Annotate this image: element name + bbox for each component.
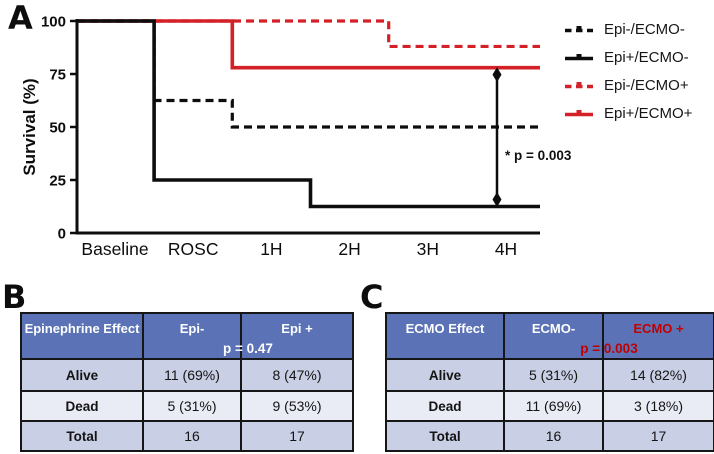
y-tick-label: 50	[49, 120, 66, 137]
ecmo-effect-table: ECMO Effect ECMO- ECMO + Alive 5 (31%) 1…	[385, 312, 714, 452]
survival-curve-Epi+/ECMO+	[77, 19, 540, 70]
dashed-black-line-icon	[565, 25, 593, 32]
diamond-arrowhead-icon	[492, 192, 502, 207]
y-tick-label: 25	[49, 173, 66, 190]
x-tick-label: 4H	[495, 239, 517, 259]
survival-curve-Epi-/ECMO+	[77, 19, 540, 49]
x-tick-label: ROSC	[168, 239, 219, 259]
table-cell: 11 (69%)	[144, 360, 242, 392]
table-header-epinephrine-effect: Epinephrine Effect	[22, 314, 144, 360]
x-tick-label: Baseline	[81, 239, 148, 259]
table-cell: 17	[242, 422, 352, 450]
table-cell: 14 (82%)	[604, 360, 713, 392]
panel-c-label: C	[360, 278, 384, 316]
table-header-epi-plus: Epi +	[242, 314, 352, 360]
table-cell: 5 (31%)	[144, 392, 242, 422]
panel-b-label: B	[2, 278, 27, 316]
solid-red-line-icon	[565, 109, 593, 116]
row-label-dead: Dead	[22, 392, 144, 422]
x-tick-label: 2H	[338, 239, 360, 259]
table-header-ecmo-plus: ECMO +	[604, 314, 713, 360]
ecmo-p-value: p = 0.003	[580, 340, 638, 356]
p-value-annotation: * p = 0.003	[505, 148, 572, 163]
y-tick-label: 100	[41, 14, 66, 31]
table-cell: 16	[144, 422, 242, 450]
legend-label: Epi-/ECMO-	[604, 20, 685, 38]
legend-item-epi-plus-ecmo-plus: Epi+/ECMO+	[563, 102, 692, 124]
dashed-red-line-icon	[565, 81, 593, 88]
survival-chart: 0 25 50 75 100 Baseline ROSC 1H 2H 3H 4H * p = 0.00…	[41, 14, 572, 260]
table-cell: 9 (53%)	[242, 392, 352, 422]
panel-a-label: A	[8, 0, 33, 37]
table-cell: 5 (31%)	[505, 360, 604, 392]
table-cell: 8 (47%)	[242, 360, 352, 392]
y-tick-label: 0	[58, 226, 66, 243]
y-tick-label: 75	[49, 67, 66, 84]
table-cell: 17	[604, 422, 713, 450]
row-label-dead: Dead	[387, 392, 505, 422]
legend-item-epi-plus-ecmo-minus: Epi+/ECMO-	[563, 46, 692, 68]
legend-label: Epi+/ECMO-	[604, 48, 689, 66]
legend-item-epi-minus-ecmo-minus: Epi-/ECMO-	[563, 18, 692, 40]
survival-curve-Epi+/ECMO-	[77, 19, 540, 209]
row-label-total: Total	[22, 422, 144, 450]
table-cell: 16	[505, 422, 604, 450]
legend-label: Epi+/ECMO+	[604, 104, 693, 122]
legend-label: Epi-/ECMO+	[604, 76, 689, 94]
table-cell: 11 (69%)	[505, 392, 604, 422]
row-label-total: Total	[387, 422, 505, 450]
x-tick-label: 3H	[417, 239, 439, 259]
solid-black-line-icon	[565, 53, 593, 60]
table-header-ecmo-effect: ECMO Effect	[387, 314, 505, 360]
chart-legend: Epi-/ECMO- Epi+/ECMO- Epi-/ECMO+ Epi+/EC…	[563, 18, 692, 124]
legend-item-epi-minus-ecmo-plus: Epi-/ECMO+	[563, 74, 692, 96]
table-cell: 3 (18%)	[604, 392, 713, 422]
survival-curve-Epi-/ECMO-	[77, 19, 540, 129]
epinephrine-p-value: p = 0.47	[223, 340, 273, 356]
x-tick-label: 1H	[260, 239, 282, 259]
epinephrine-effect-table: Epinephrine Effect Epi- Epi + Alive 11 (…	[20, 312, 354, 452]
table-header-epi-minus: Epi-	[144, 314, 242, 360]
diamond-arrowhead-icon	[492, 67, 502, 83]
table-header-ecmo-minus: ECMO-	[505, 314, 604, 360]
row-label-alive: Alive	[22, 360, 144, 392]
row-label-alive: Alive	[387, 360, 505, 392]
